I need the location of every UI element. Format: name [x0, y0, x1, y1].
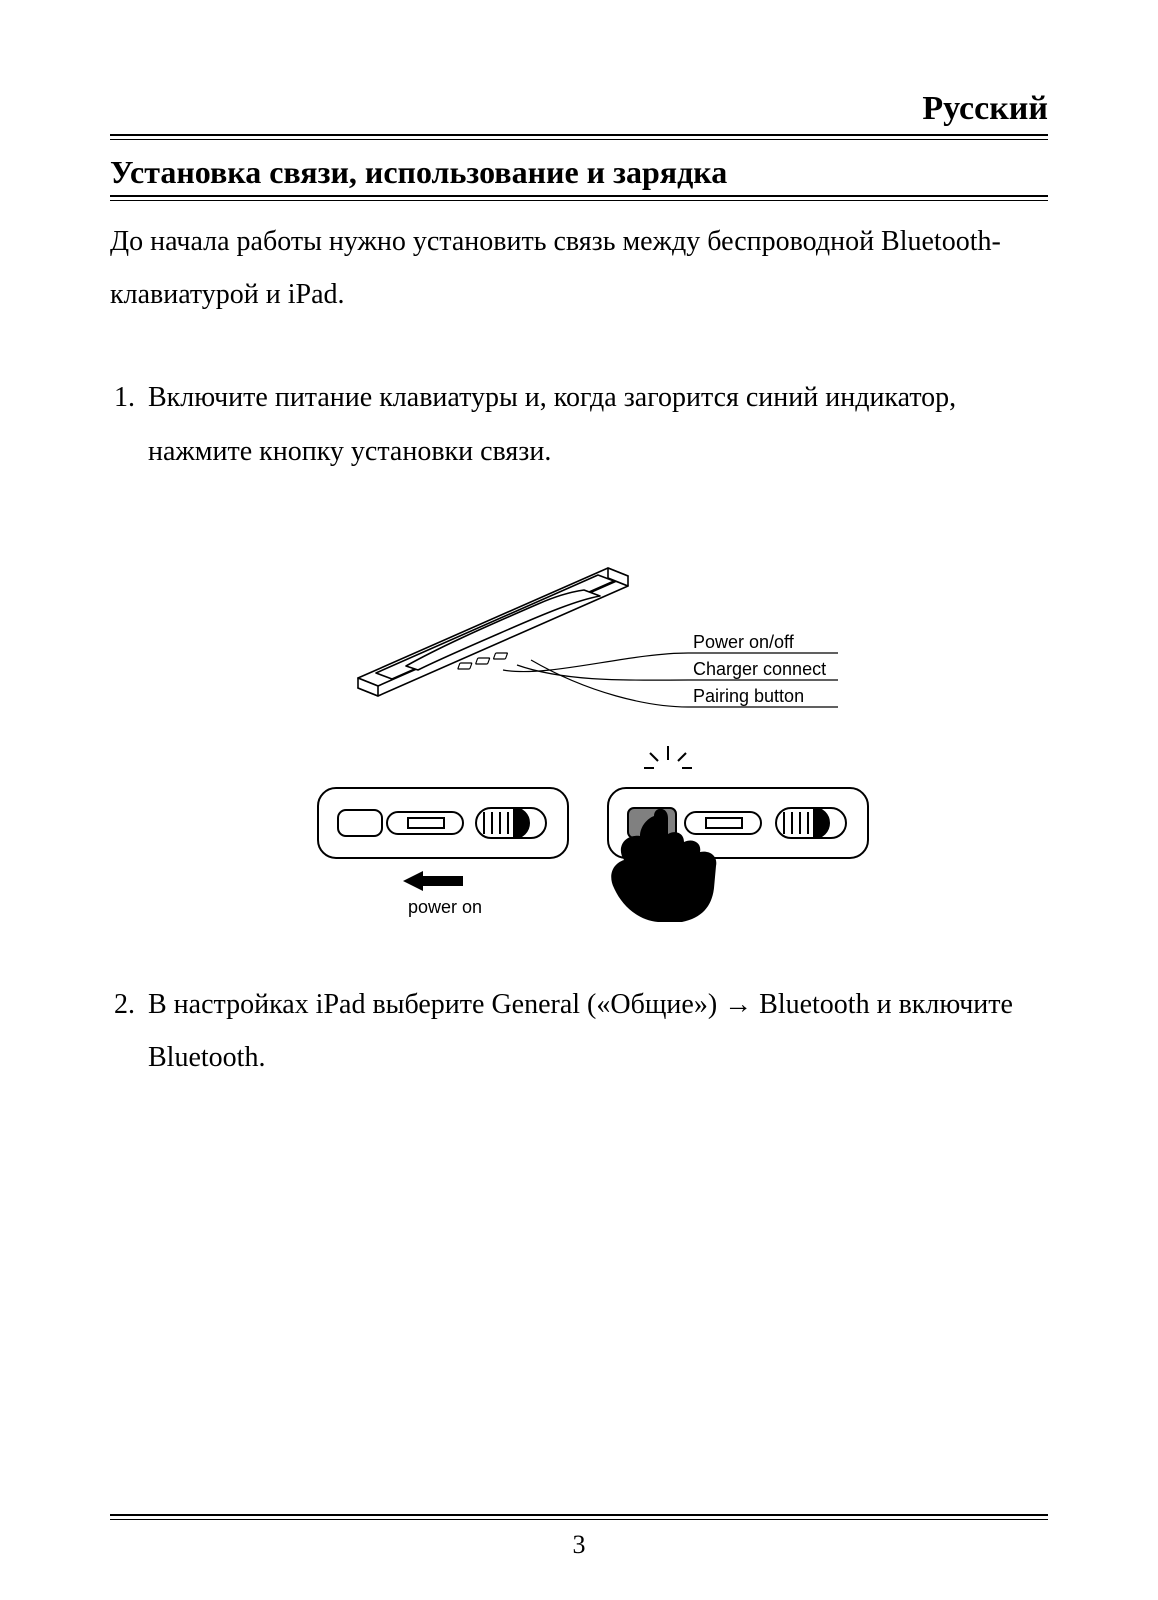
footer-rule — [110, 1514, 1048, 1520]
callout-power-label: Power on/off — [693, 632, 795, 652]
step-1-text: Включите питание клавиатуры и, когда заг… — [148, 382, 956, 466]
panel-right — [608, 746, 868, 922]
page-number: 3 — [0, 1530, 1158, 1560]
step-2: В настройках iPad выберите General («Общ… — [142, 978, 1048, 1084]
language-header: Русский — [110, 90, 1048, 134]
title-rule — [110, 195, 1048, 201]
callout-pairing-label: Pairing button — [693, 686, 804, 706]
diagram-container: Power on/off Charger connect Pairing but… — [298, 498, 898, 938]
intro-paragraph: До начала работы нужно установить связь … — [110, 215, 1048, 321]
power-on-label: power on — [408, 897, 482, 917]
control-panels-diagram: power on — [298, 738, 898, 938]
steps-list: Включите питание клавиатуры и, когда заг… — [110, 371, 1048, 1084]
section-title: Установка связи, использование и зарядка — [110, 154, 1048, 195]
keyboard-isometric-diagram: Power on/off Charger connect Pairing but… — [298, 498, 898, 738]
header-rule — [110, 134, 1048, 140]
step-2-text: В настройках iPad выберите General («Общ… — [148, 989, 1013, 1073]
step-1: Включите питание клавиатуры и, когда заг… — [142, 371, 1048, 937]
callout-charger-label: Charger connect — [693, 659, 826, 679]
panel-left: power on — [318, 788, 568, 917]
